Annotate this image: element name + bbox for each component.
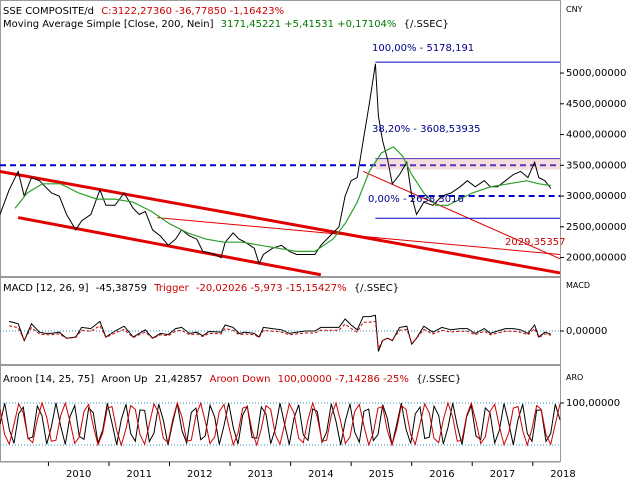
fibonacci-levels — [0, 61, 560, 219]
ma-label: Moving Average Simple [Close, 200, Nein] — [3, 19, 214, 30]
aroon-source: {/.SSEC} — [416, 374, 461, 385]
x-axis-year-label: 2016 — [429, 469, 454, 480]
macd-label: MACD [12, 26, 9] — [3, 283, 89, 294]
target-label: 2029,35357 — [505, 237, 565, 248]
price-header: SSE COMPOSITE/d C:3122,27360 -36,77850 -… — [3, 6, 449, 30]
fib-zone-band — [375, 157, 560, 170]
x-axis-year-label: 2010 — [66, 469, 91, 480]
price-panel-frame — [0, 0, 561, 277]
ma-header: Moving Average Simple [Close, 200, Nein]… — [3, 19, 449, 30]
trigger-line — [9, 320, 552, 350]
price-y-tick-label: 4500,00000 — [566, 99, 626, 110]
currency-label: CNY — [566, 5, 583, 14]
x-axis-year-label: 2013 — [248, 469, 273, 480]
trigger-values: -20,02026 -5,973 -15,15427% — [196, 283, 347, 294]
aroon-header: Aroon [14, 25, 75] Aroon Up 21,42857 Aro… — [3, 374, 461, 385]
ma-values: 3171,45221 +5,41531 +0,17104% — [221, 19, 397, 30]
macd-header: MACD [12, 26, 9] -45,38759 Trigger -20,0… — [3, 283, 399, 294]
aroon-down-line — [0, 401, 561, 447]
price-line — [0, 63, 552, 266]
price-y-tick-label: 5000,00000 — [566, 68, 626, 79]
trigger-label: Trigger — [153, 283, 189, 294]
aroon-label: Aroon [14, 25, 75] — [3, 374, 94, 385]
price-y-axis: 5000,00000 4500,00000 4000,00000 3500,00000… — [560, 68, 626, 264]
macd-panel-frame — [0, 277, 561, 365]
macd-source: {/.SSEC} — [354, 283, 399, 294]
channel-lower-line — [17, 216, 322, 277]
fib-labels: 100,00% - 5178,191 38,20% - 3608,53935 0… — [368, 43, 565, 248]
price-y-tick-label: 3500,00000 — [566, 160, 626, 171]
x-axis-year-label: 2011 — [127, 469, 152, 480]
macd-axis-title: MACD — [566, 281, 590, 290]
aroon-panel: Aroon [14, 25, 75] Aroon Up 21,42857 Aro… — [0, 373, 620, 447]
trend-channel — [0, 169, 561, 277]
price-series-group — [0, 63, 552, 266]
ma-source: {/.SSEC} — [404, 19, 449, 30]
aroon-up-value: 21,42857 — [155, 374, 203, 385]
macd-line — [8, 314, 552, 352]
aroon-down-values: 100,00000 -7,14286 -25% — [278, 374, 409, 385]
thin-resistance-line — [157, 217, 561, 255]
aroon-axis-title: ARO — [566, 373, 583, 382]
symbol-title: SSE COMPOSITE/d — [3, 6, 94, 17]
quote-text: C:3122,27360 -36,77850 -1,16423% — [101, 6, 284, 17]
x-axis-year-label: 2017 — [490, 469, 515, 480]
channel-upper-line — [0, 169, 561, 275]
x-axis-year-label: 2015 — [369, 469, 394, 480]
fib-0-label: 0,00% - 2638,3016 — [368, 194, 464, 205]
moving-average-line — [14, 146, 551, 252]
macd-value: -45,38759 — [96, 283, 147, 294]
price-panel: 5000,00000 4500,00000 4000,00000 3500,00000… — [0, 5, 626, 277]
macd-panel: MACD [12, 26, 9] -45,38759 Trigger -20,0… — [0, 281, 607, 352]
header-main: SSE COMPOSITE/d C:3122,27360 -36,77850 -… — [3, 6, 284, 17]
x-axis-year-label: 2014 — [308, 469, 333, 480]
thin-decline-line — [363, 170, 561, 260]
aroon-down-label: Aroon Down — [210, 374, 271, 385]
x-axis-year-label: 2018 — [550, 469, 575, 480]
fib-100-label: 100,00% - 5178,191 — [372, 43, 474, 54]
macd-zero-label: 0,00000 — [566, 326, 607, 337]
price-y-tick-label: 2500,00000 — [566, 222, 626, 233]
x-axis-year-label: 2012 — [187, 469, 212, 480]
price-y-tick-label: 2000,00000 — [566, 253, 626, 264]
price-y-tick-label: 3000,00000 — [566, 191, 626, 202]
aroon-up-label: Aroon Up — [101, 374, 147, 385]
panel-frames — [0, 0, 561, 462]
x-axis: 2010 2011 2012 2013 2014 2015 2016 2017 2018 — [0, 461, 576, 480]
aroon-top-label: 100,00000 — [566, 398, 620, 409]
fib-382-label: 38,20% - 3608,53935 — [372, 124, 481, 135]
price-y-tick-label: 4000,00000 — [566, 130, 626, 141]
